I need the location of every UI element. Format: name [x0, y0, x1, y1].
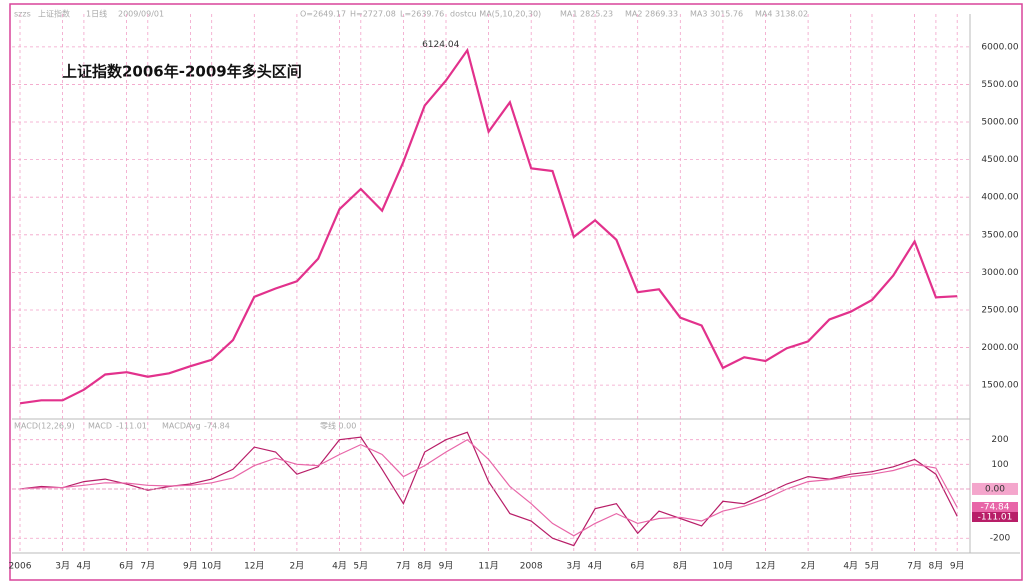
x-tick-label: 9月: [439, 561, 454, 572]
y-tick-label: 3500.00: [981, 230, 1018, 240]
x-tick-label: 8月: [929, 561, 944, 572]
y-tick-label: 3000.00: [981, 268, 1018, 278]
x-tick-label: 5月: [353, 561, 368, 572]
x-tick-label: 3月: [55, 561, 70, 572]
legend-value: -74.84: [204, 422, 230, 431]
header: H=2727.08: [350, 10, 396, 19]
chart-title: 上证指数2006年-2009年多头区间: [62, 63, 302, 81]
value-box-label: -74.84: [980, 503, 1009, 513]
x-tick-label: 8月: [673, 561, 688, 572]
x-tick-label: 2006: [9, 562, 32, 572]
legend: MACDAvg: [162, 422, 201, 431]
legend-value: -111.01: [116, 422, 147, 431]
header: 上证指数: [38, 9, 70, 19]
y-tick-label: 100: [991, 460, 1008, 470]
x-tick-label: 9月: [950, 561, 965, 572]
x-tick-label: 5月: [865, 561, 880, 572]
x-tick-label: 7月: [907, 561, 922, 572]
x-tick-label: 2月: [290, 561, 305, 572]
x-tick-label: 4月: [332, 561, 347, 572]
x-tick-label: 6月: [119, 561, 134, 572]
header: MACD(12,26,9): [14, 422, 75, 431]
x-tick-label: 10月: [201, 561, 221, 572]
value-box-label: -111.01: [978, 513, 1013, 523]
x-tick-label: 4月: [77, 561, 92, 572]
value-box-label: 0.00: [985, 484, 1005, 494]
x-tick-label: 7月: [396, 561, 411, 572]
header: MA2 2869.33: [625, 10, 678, 19]
legend: MACD: [88, 422, 112, 431]
x-tick-label: 3月: [566, 561, 581, 572]
x-tick-label: 9月: [183, 561, 198, 572]
value-box: [972, 512, 1018, 522]
y-tick-label: 4000.00: [981, 193, 1018, 203]
y-tick-label: 5500.00: [981, 80, 1018, 90]
header: MA3 3015.76: [690, 10, 743, 19]
header: MA1 2825.23: [560, 10, 613, 19]
x-tick-label: 6月: [630, 561, 645, 572]
header: 2009/09/01: [118, 10, 164, 19]
header: 零线 0.00: [320, 421, 356, 431]
header: L=2639.76: [400, 10, 444, 19]
y-tick-label: 4500.00: [981, 155, 1018, 165]
y-tick-label: 2500.00: [981, 305, 1018, 315]
series-line: [19, 438, 958, 537]
y-tick-label: 2000.00: [981, 343, 1018, 353]
x-tick-label: 12月: [244, 561, 264, 572]
x-tick-label: 7月: [140, 561, 155, 572]
header: dostcu MA(5,10,20,30): [450, 10, 541, 19]
x-tick-label: 12月: [755, 561, 775, 572]
y-tick-label: 6000.00: [981, 42, 1018, 52]
y-tick-label: -200: [990, 534, 1011, 544]
x-tick-label: 4月: [588, 561, 603, 572]
value-box: [972, 482, 1018, 495]
x-tick-label: 4月: [843, 561, 858, 572]
header: O=2649.17: [300, 10, 346, 19]
series-line: [19, 47, 958, 405]
y-tick-label: 1500.00: [981, 381, 1018, 391]
y-tick-label: 200: [991, 435, 1008, 445]
x-tick-label: 2008: [520, 562, 543, 572]
x-tick-label: 11月: [478, 561, 498, 572]
header: MA4 3138.02: [755, 10, 808, 19]
header: szzs: [14, 10, 31, 19]
annotation: 6124.04: [422, 40, 459, 50]
header: 1日线: [86, 9, 107, 19]
value-box: [972, 502, 1018, 512]
x-tick-label: 10月: [713, 561, 733, 572]
frame: [9, 3, 1023, 581]
y-tick-label: 5000.00: [981, 118, 1018, 128]
x-tick-label: 8月: [417, 561, 432, 572]
x-tick-label: 2月: [801, 561, 816, 572]
